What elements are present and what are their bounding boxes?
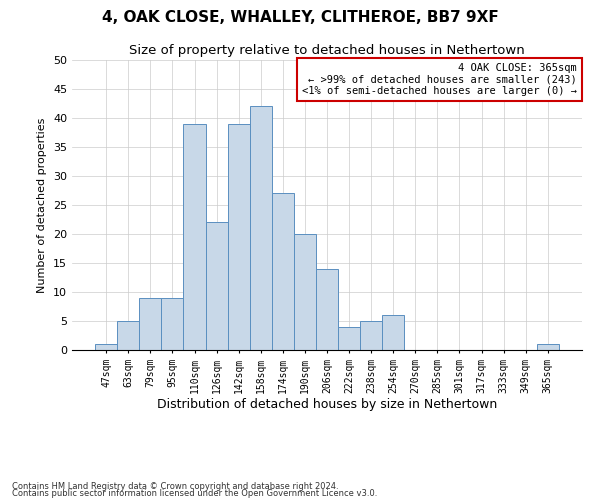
Text: 4, OAK CLOSE, WHALLEY, CLITHEROE, BB7 9XF: 4, OAK CLOSE, WHALLEY, CLITHEROE, BB7 9X… bbox=[101, 10, 499, 25]
Bar bbox=[360, 321, 382, 350]
Bar bbox=[316, 269, 338, 350]
Bar bbox=[184, 124, 206, 350]
Bar bbox=[206, 222, 227, 350]
Bar bbox=[537, 344, 559, 350]
Bar bbox=[117, 321, 139, 350]
Bar bbox=[272, 194, 294, 350]
Y-axis label: Number of detached properties: Number of detached properties bbox=[37, 118, 47, 292]
Bar bbox=[95, 344, 117, 350]
Bar bbox=[161, 298, 184, 350]
Bar bbox=[250, 106, 272, 350]
Bar bbox=[139, 298, 161, 350]
Bar bbox=[338, 327, 360, 350]
Bar bbox=[294, 234, 316, 350]
Text: Contains public sector information licensed under the Open Government Licence v3: Contains public sector information licen… bbox=[12, 489, 377, 498]
Bar bbox=[227, 124, 250, 350]
Bar bbox=[382, 315, 404, 350]
Title: Size of property relative to detached houses in Nethertown: Size of property relative to detached ho… bbox=[129, 44, 525, 58]
Text: Contains HM Land Registry data © Crown copyright and database right 2024.: Contains HM Land Registry data © Crown c… bbox=[12, 482, 338, 491]
X-axis label: Distribution of detached houses by size in Nethertown: Distribution of detached houses by size … bbox=[157, 398, 497, 411]
Text: 4 OAK CLOSE: 365sqm
← >99% of detached houses are smaller (243)
<1% of semi-deta: 4 OAK CLOSE: 365sqm ← >99% of detached h… bbox=[302, 63, 577, 96]
